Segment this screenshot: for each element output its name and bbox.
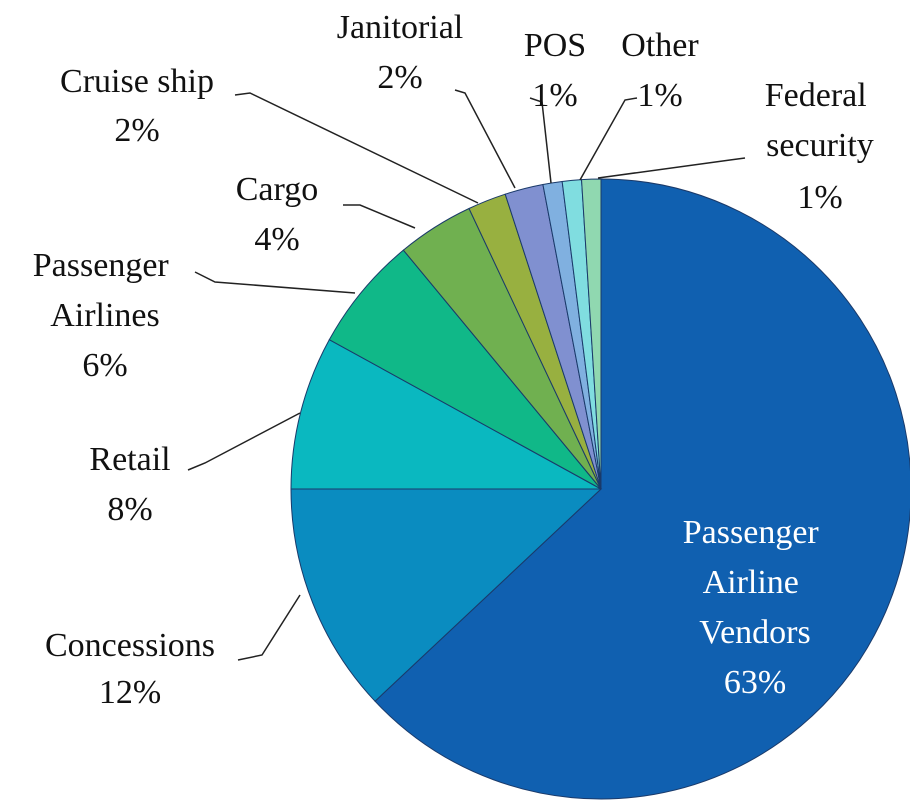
slice-label: Concessions — [45, 627, 215, 664]
leader-line — [234, 92, 479, 204]
value-label: 2% — [114, 112, 159, 149]
value-label: 1% — [532, 77, 577, 114]
value-label: 4% — [254, 221, 299, 258]
value-label: 12% — [99, 674, 161, 711]
value-label: 1% — [797, 179, 842, 216]
pie-slice — [581, 178, 602, 490]
leader-line — [187, 412, 301, 471]
leader-line — [579, 97, 638, 181]
leader-line — [343, 204, 416, 229]
pie — [290, 178, 910, 800]
pie-slice — [374, 178, 910, 800]
slice-label: POS — [524, 27, 586, 64]
value-label: 6% — [82, 347, 127, 384]
leader-lines — [187, 89, 746, 661]
pie-slice — [290, 338, 602, 490]
slice-label: Federal security — [765, 77, 875, 164]
value-label: 1% — [637, 77, 682, 114]
pie-slice — [290, 488, 603, 702]
value-label: 8% — [107, 491, 152, 528]
leader-line — [529, 97, 552, 184]
slice-label: Janitorial — [337, 9, 464, 46]
value-label: 63% — [724, 664, 786, 701]
slice-label: Passenger Airline Vendors — [683, 514, 827, 651]
slice-label: Cargo — [236, 171, 318, 208]
leader-line — [194, 271, 356, 294]
slice-label: Passenger Airlines — [33, 247, 177, 334]
leader-line — [237, 594, 301, 661]
leader-line — [454, 89, 516, 189]
slice-label: Cruise ship — [60, 63, 214, 100]
leader-line — [597, 157, 746, 179]
slice-label: Other — [621, 27, 699, 64]
slice-label: Retail — [89, 441, 170, 478]
value-label: 2% — [377, 59, 422, 96]
